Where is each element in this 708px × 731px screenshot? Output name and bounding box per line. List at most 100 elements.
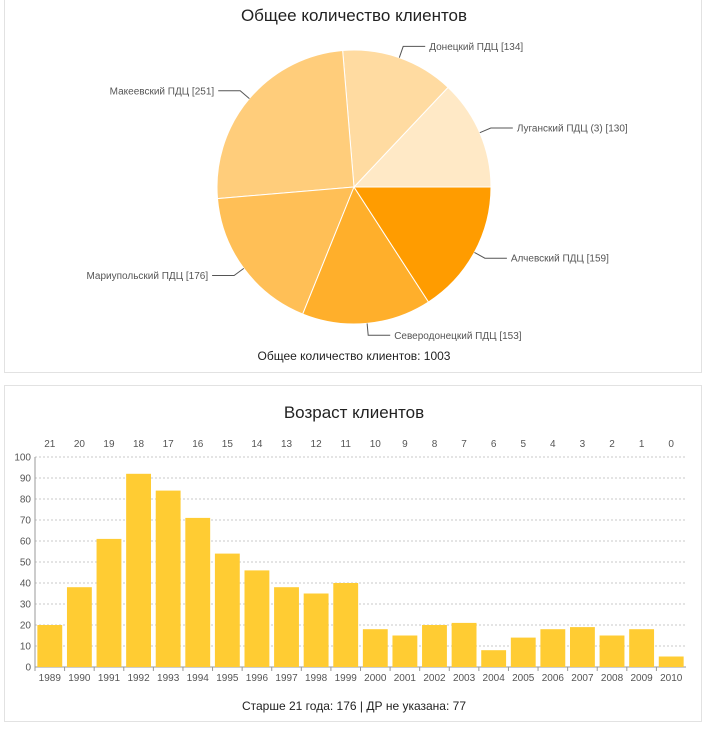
x-tick-label: 2006	[542, 673, 565, 684]
x-tick-label: 1995	[216, 673, 239, 684]
y-tick-label: 70	[20, 516, 32, 527]
clients-age-panel: Возраст клиентов 0 10 20 30 40 50 60 70 80 90 100 1…	[4, 385, 702, 722]
top-age-label: 6	[491, 439, 497, 450]
bar	[185, 517, 211, 667]
bar	[244, 570, 270, 667]
pie-leader-line	[366, 323, 391, 336]
bar	[126, 473, 151, 667]
x-tick-label: 1998	[305, 673, 328, 684]
pie-slice-label: Мариупольский ПДЦ [176]	[86, 271, 208, 282]
bar	[214, 553, 240, 667]
top-age-label: 20	[74, 439, 86, 450]
x-tick-label: 1992	[127, 673, 150, 684]
top-age-label: 19	[103, 439, 115, 450]
bar	[451, 622, 477, 667]
top-age-label: 5	[520, 439, 526, 450]
bar	[333, 583, 359, 667]
pie-slice	[352, 86, 492, 188]
top-age-label: 12	[311, 439, 323, 450]
top-age-label: 14	[251, 439, 263, 450]
pie-slice-label: Донецкий ПДЦ [134]	[429, 42, 523, 53]
y-tick-label: 30	[20, 600, 32, 611]
bar	[422, 625, 447, 667]
y-tick-label: 40	[20, 579, 32, 590]
top-age-label: 15	[222, 439, 234, 450]
bar	[658, 656, 684, 667]
x-tick-label: 1989	[39, 673, 62, 684]
x-tick-label: 1996	[246, 673, 269, 684]
x-tick-label: 2001	[394, 673, 417, 684]
bar-chart-title: Возраст клиентов	[284, 403, 424, 422]
bar-tick-labels: 0102030405060708090100198921199020199119…	[14, 439, 682, 684]
bar	[362, 629, 388, 667]
clients-total-panel: Общее количество клиентов Луганский ПДЦ …	[4, 0, 702, 373]
bar	[96, 538, 122, 667]
top-age-label: 11	[341, 439, 352, 450]
x-tick-label: 2002	[423, 673, 446, 684]
bar	[66, 587, 92, 667]
bar	[155, 490, 181, 667]
top-age-label: 13	[281, 439, 293, 450]
top-age-label: 18	[133, 439, 145, 450]
top-age-label: 3	[580, 439, 586, 450]
pie-slices	[216, 49, 492, 325]
pie-slice	[216, 186, 355, 315]
pie-leader-line	[474, 251, 507, 259]
bar	[392, 635, 418, 667]
pie-labels: Луганский ПДЦ (3) [130] Донецкий ПДЦ [134…	[86, 42, 627, 342]
x-tick-label: 2009	[630, 673, 653, 684]
top-age-label: 8	[432, 439, 438, 450]
y-tick-label: 60	[20, 537, 32, 548]
y-tick-label: 0	[25, 663, 31, 674]
x-tick-label: 2003	[453, 673, 476, 684]
bar	[481, 650, 507, 667]
bar	[274, 587, 299, 667]
x-tick-label: 2005	[512, 673, 535, 684]
bar	[540, 629, 566, 667]
pie-chart-title: Общее количество клиентов	[241, 6, 467, 25]
x-tick-label: 1999	[335, 673, 358, 684]
top-age-label: 16	[192, 439, 204, 450]
top-age-label: 1	[639, 439, 645, 450]
top-age-label: 21	[44, 439, 56, 450]
top-age-label: 2	[609, 439, 615, 450]
x-tick-label: 2010	[660, 673, 683, 684]
pie-slice-label: Луганский ПДЦ (3) [130]	[517, 123, 628, 134]
top-age-label: 10	[370, 439, 382, 450]
bar	[510, 637, 536, 667]
pie-slice	[216, 49, 355, 200]
bar	[37, 625, 63, 667]
y-tick-label: 10	[20, 642, 32, 653]
pie-leader-line	[218, 90, 250, 99]
top-age-label: 17	[163, 439, 175, 450]
pie-slice	[342, 49, 449, 189]
x-tick-label: 2008	[601, 673, 624, 684]
bar	[570, 627, 595, 667]
bar	[599, 635, 625, 667]
x-tick-label: 1991	[98, 673, 121, 684]
top-age-label: 0	[668, 439, 674, 450]
bar-chart: Возраст клиентов 01020304050607080901001…	[14, 403, 686, 713]
y-tick-label: 50	[20, 558, 32, 569]
pie-slice-label: Макеевский ПДЦ [251]	[110, 86, 215, 97]
pie-leader-line	[479, 127, 513, 134]
pie-slice-label: Северодонецкий ПДЦ [153]	[394, 331, 522, 342]
pie-chart: Общее количество клиентов Луганский ПДЦ …	[86, 6, 627, 363]
y-tick-label: 20	[20, 621, 32, 632]
x-tick-label: 1990	[68, 673, 91, 684]
bar-footer-summary: Старше 21 года: 176 | ДР не указана: 77	[242, 699, 466, 713]
pie-leader-line	[398, 45, 426, 58]
top-age-label: 4	[550, 439, 556, 450]
pie-leader-line	[212, 267, 245, 276]
x-tick-label: 2007	[571, 673, 594, 684]
x-tick-label: 1993	[157, 673, 180, 684]
x-tick-label: 1994	[187, 673, 210, 684]
x-tick-label: 1997	[275, 673, 298, 684]
bar-series	[37, 473, 684, 667]
top-age-label: 7	[461, 439, 467, 450]
pie-slice	[353, 186, 492, 303]
pie-footer-total: Общее количество клиентов: 1003	[258, 349, 451, 363]
pie-slice-label: Алчевский ПДЦ [159]	[511, 254, 609, 265]
y-tick-label: 80	[20, 495, 32, 506]
x-tick-label: 2000	[364, 673, 387, 684]
